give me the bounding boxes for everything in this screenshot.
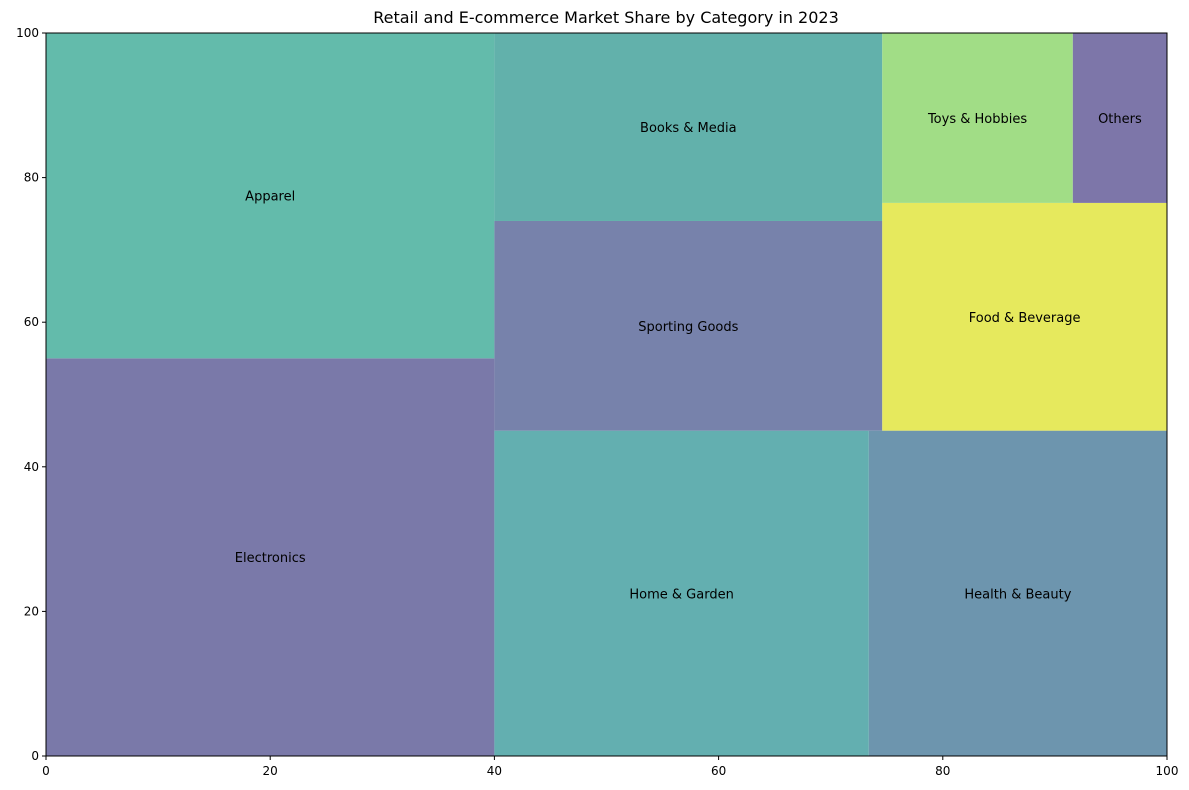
y-tick-label: 40 bbox=[24, 460, 39, 474]
treemap-rect-apparel bbox=[46, 33, 495, 359]
y-tick-label: 60 bbox=[24, 315, 39, 329]
x-tick-label: 80 bbox=[935, 764, 950, 778]
treemap-label-books-and-media: Books & Media bbox=[640, 121, 737, 136]
treemap-rect-others bbox=[1072, 33, 1167, 203]
treemap-rect-sporting-goods bbox=[494, 220, 883, 431]
treemap-rect-food-and-beverage bbox=[882, 202, 1167, 431]
treemap-label-apparel: Apparel bbox=[245, 190, 295, 205]
y-tick-label: 100 bbox=[16, 26, 39, 40]
treemap-labels: Electronics Apparel Home & Garden Sporting … bbox=[235, 112, 1142, 602]
treemap-rect-toys-and-hobbies bbox=[882, 33, 1073, 203]
treemap-rect-electronics bbox=[46, 358, 495, 756]
axes-frame bbox=[45, 32, 1168, 757]
y-tick-label: 80 bbox=[24, 171, 39, 185]
x-tick-label: 40 bbox=[487, 764, 502, 778]
treemap-label-home-and-garden: Home & Garden bbox=[629, 587, 733, 602]
treemap-rect-health-and-beauty bbox=[868, 430, 1167, 756]
treemap-label-others: Others bbox=[1098, 112, 1142, 127]
treemap-label-health-and-beauty: Health & Beauty bbox=[964, 587, 1071, 602]
x-tick-label: 0 bbox=[42, 764, 50, 778]
x-tick-label: 60 bbox=[711, 764, 726, 778]
chart-title: Retail and E-commerce Market Share by Ca… bbox=[373, 8, 839, 27]
treemap-label-sporting-goods: Sporting Goods bbox=[638, 320, 738, 335]
treemap-label-electronics: Electronics bbox=[235, 551, 306, 566]
treemap-label-food-and-beverage: Food & Beverage bbox=[969, 311, 1081, 326]
treemap-rect-home-and-garden bbox=[494, 430, 869, 756]
y-tick-label: 20 bbox=[24, 604, 39, 618]
treemap-rect-books-and-media bbox=[494, 33, 883, 221]
y-tick-label: 0 bbox=[31, 749, 39, 763]
axes: 0 20 40 60 80 100 0 20 40 60 80 100 bbox=[16, 26, 1178, 778]
x-tick-label: 100 bbox=[1156, 764, 1179, 778]
treemap-label-toys-and-hobbies: Toys & Hobbies bbox=[927, 112, 1027, 127]
x-tick-label: 20 bbox=[263, 764, 278, 778]
treemap-rects bbox=[46, 33, 1167, 756]
